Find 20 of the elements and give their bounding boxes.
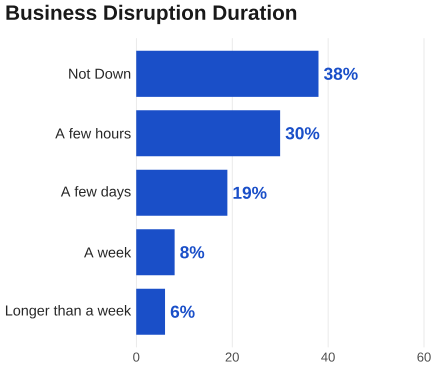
bar [136,170,228,216]
bar [136,288,166,335]
y-tick-label: Longer than a week [6,304,132,318]
x-tick-label: 20 [226,352,239,362]
data-label: 30% [286,126,320,140]
x-tick-label: 0 [133,352,140,362]
chart-title: Business Disruption Duration [6,4,296,24]
bar [136,50,318,97]
data-label: 8% [180,246,204,258]
y-tick-label: A few days [60,186,131,200]
x-tick-label: 60 [417,352,431,362]
data-label: 19% [234,186,267,199]
bar [136,110,280,156]
y-tick-label: A week [84,246,132,258]
y-tick-label: Not Down [69,68,130,79]
y-tick-label: A few hours [55,128,131,138]
data-label: 38% [324,67,358,80]
data-label: 6% [170,305,195,318]
bar [136,229,175,276]
x-tick-label: 40 [321,352,335,362]
